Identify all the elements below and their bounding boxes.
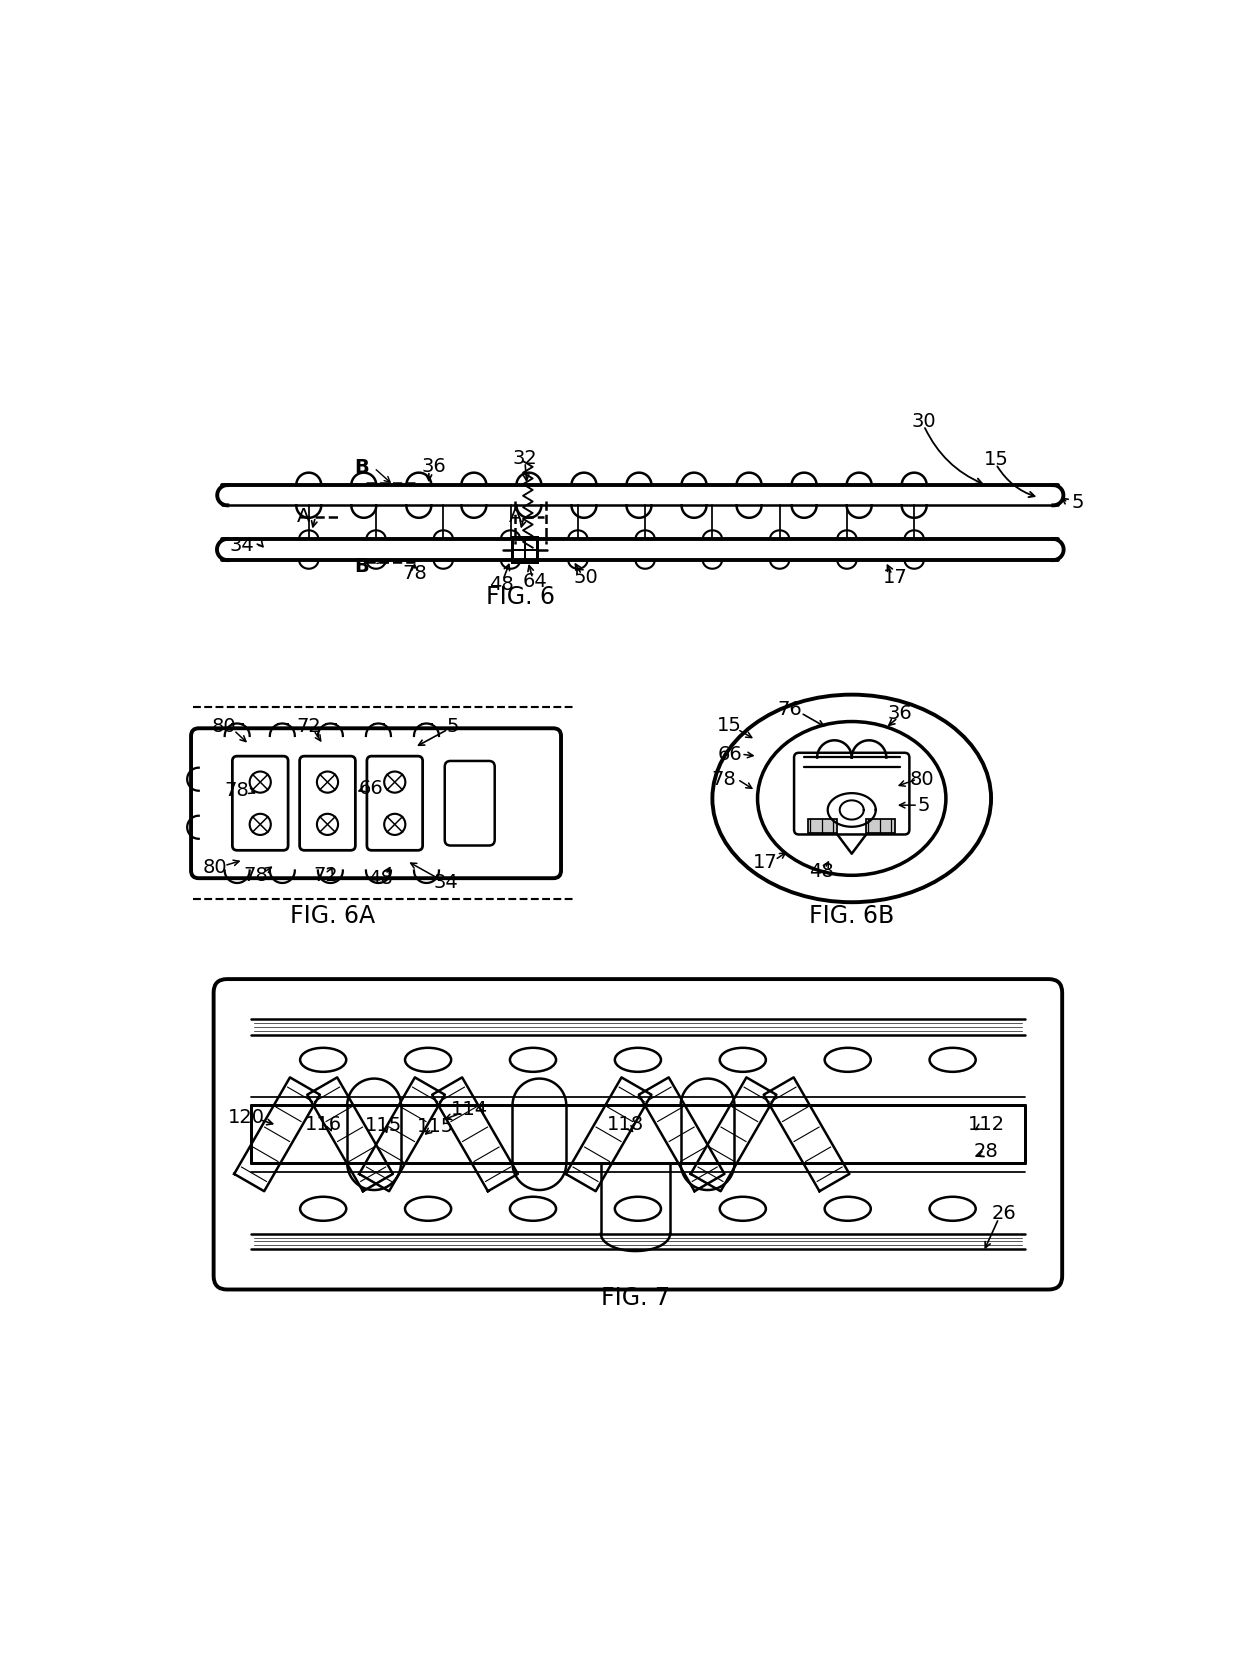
Text: 76: 76 — [777, 699, 801, 719]
Text: B: B — [355, 558, 370, 576]
Text: 72: 72 — [296, 717, 321, 736]
Text: 78: 78 — [243, 865, 268, 885]
Bar — [866, 820, 895, 833]
Text: 78: 78 — [712, 769, 737, 788]
Text: 50: 50 — [573, 568, 598, 586]
Text: 48: 48 — [489, 575, 513, 593]
Bar — [808, 820, 837, 833]
Text: 30: 30 — [911, 412, 936, 432]
Text: 115: 115 — [417, 1117, 454, 1136]
Text: A: A — [508, 507, 522, 526]
Text: 17: 17 — [753, 853, 777, 872]
Text: 28: 28 — [973, 1142, 998, 1161]
Text: FIG. 7: FIG. 7 — [601, 1287, 670, 1310]
Text: 5: 5 — [446, 717, 459, 736]
Text: 114: 114 — [450, 1100, 487, 1119]
Text: 120: 120 — [228, 1109, 265, 1127]
Text: 15: 15 — [983, 450, 1008, 469]
Text: 118: 118 — [608, 1116, 645, 1134]
Text: 36: 36 — [888, 704, 913, 724]
Text: FIG. 6: FIG. 6 — [486, 585, 554, 608]
Text: 26: 26 — [991, 1205, 1016, 1223]
Text: 34: 34 — [229, 536, 254, 554]
Text: A: A — [298, 507, 311, 526]
Text: 32: 32 — [512, 449, 537, 467]
Text: 5: 5 — [1071, 492, 1084, 512]
Text: 34: 34 — [434, 872, 459, 892]
Text: 17: 17 — [883, 568, 908, 586]
Text: 36: 36 — [422, 457, 446, 477]
Text: 48: 48 — [368, 869, 393, 887]
Bar — [512, 538, 537, 563]
Text: 15: 15 — [717, 716, 742, 734]
Text: 115: 115 — [365, 1116, 402, 1134]
Text: 66: 66 — [358, 780, 383, 798]
Text: B: B — [355, 459, 370, 477]
FancyBboxPatch shape — [794, 753, 909, 835]
Text: 78: 78 — [402, 564, 427, 583]
Text: 72: 72 — [314, 865, 339, 885]
Text: 48: 48 — [808, 862, 833, 880]
Text: FIG. 6B: FIG. 6B — [808, 904, 894, 927]
Text: FIG. 6A: FIG. 6A — [290, 904, 376, 927]
Text: 66: 66 — [717, 744, 742, 764]
Text: 78: 78 — [224, 781, 249, 800]
Text: 112: 112 — [967, 1116, 1004, 1134]
Text: 80: 80 — [212, 717, 237, 736]
Text: 64: 64 — [522, 571, 547, 591]
Text: 116: 116 — [305, 1116, 342, 1134]
Text: 80: 80 — [910, 769, 934, 788]
Text: 5: 5 — [918, 796, 930, 815]
Text: 80: 80 — [202, 858, 227, 877]
